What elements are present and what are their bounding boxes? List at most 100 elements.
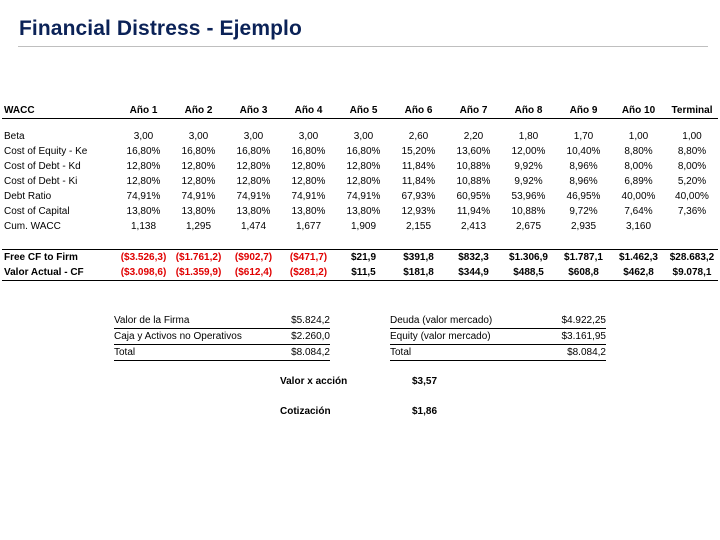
table-cell: $1.462,3 (611, 249, 666, 265)
table-cell: 8,80% (677, 146, 707, 157)
table-row: Cost of Equity - Ke 16,80% 16,80% 16,80% 16,… (2, 144, 718, 159)
summary-row: Total $8.084,2 (114, 344, 330, 361)
table-cell: 13,80% (291, 206, 326, 217)
table-cell: $462,8 (611, 265, 666, 281)
table-cell: 13,80% (346, 206, 381, 217)
firm-value-summary: Valor de la Firma $5.824,2 Caja y Activos … (114, 313, 330, 361)
table-cell: 12,80% (236, 161, 271, 172)
table-cell: 11,84% (401, 176, 436, 187)
row-label: Free CF to Firm (2, 249, 116, 265)
summary-label: Deuda (valor mercado) (390, 315, 493, 326)
table-cell: 12,80% (236, 176, 271, 187)
table-cell: 12,80% (346, 176, 381, 187)
valor-accion-label: Valor x acción (280, 376, 348, 387)
valor-accion-value: $3,57 (412, 376, 438, 387)
table-cell: 16,80% (346, 146, 381, 157)
table-cell: 12,80% (291, 161, 326, 172)
table-cell: ($3.526,3) (116, 249, 171, 265)
table-cell: 3,00 (243, 131, 264, 142)
table-cell: $488,5 (501, 265, 556, 281)
table-cell: 1,909 (350, 221, 377, 232)
table-cell: $608,8 (556, 265, 611, 281)
table-cell: 13,80% (126, 206, 161, 217)
table-cell: 1,677 (295, 221, 322, 232)
table-cell: 1,295 (185, 221, 212, 232)
column-header: Año 3 (226, 103, 281, 119)
table-cell: 74,91% (126, 191, 161, 202)
table-cell: ($1.761,2) (171, 249, 226, 265)
table-cell: 16,80% (291, 146, 326, 157)
table-cell: 2,60 (408, 131, 429, 142)
table-cell: $391,8 (391, 249, 446, 265)
table-cell: 2,155 (405, 221, 432, 232)
cotizacion-value: $1,86 (412, 406, 438, 417)
table-cell: 2,20 (463, 131, 484, 142)
table-cell: 13,60% (456, 146, 491, 157)
table-cell: 1,70 (573, 131, 594, 142)
summary-label: Total (114, 344, 280, 361)
table-cell: 9,72% (569, 206, 598, 217)
table-row: Cum. WACC 1,138 1,295 1,474 1,677 1,909 2,155 2… (2, 219, 718, 234)
summary-value: $2.260,0 (279, 328, 330, 345)
present-value-row: Valor Actual - CF ($3.098,6) ($1.359,9) ($6… (2, 265, 718, 281)
table-cell: 1,00 (682, 131, 702, 142)
row-label: Cost of Debt - Kd (4, 161, 81, 172)
column-header: Año 9 (556, 103, 611, 119)
table-cell: 12,80% (126, 176, 161, 187)
summary-value: $3.161,95 (540, 328, 606, 345)
table-cell: 1,138 (130, 221, 157, 232)
column-header: Año 1 (116, 103, 171, 119)
table-cell: ($1.359,9) (171, 265, 226, 281)
table-cell: $344,9 (446, 265, 501, 281)
table-cell: 7,36% (677, 206, 707, 217)
column-header: Año 8 (501, 103, 556, 119)
table-cell: 10,88% (456, 161, 491, 172)
column-header: Año 10 (611, 103, 666, 119)
table-cell: 1,474 (240, 221, 267, 232)
column-header: Terminal (666, 103, 718, 119)
summary-row: Deuda (valor mercado) $4.922,25 (390, 313, 606, 329)
table-cell: 3,00 (133, 131, 154, 142)
column-header: Año 2 (171, 103, 226, 119)
table-cell: 8,00% (677, 161, 707, 172)
table-cell: 40,00% (621, 191, 656, 202)
table-cell: 2,413 (460, 221, 487, 232)
table-cell: 53,96% (511, 191, 546, 202)
column-header: Año 7 (446, 103, 501, 119)
table-cell: 1,00 (628, 131, 649, 142)
table-cell: 8,80% (624, 146, 653, 157)
row-label: Cum. WACC (4, 221, 61, 232)
table-cell: 12,80% (346, 161, 381, 172)
spacer-row (2, 234, 718, 250)
table-cell: ($281,2) (281, 265, 336, 281)
table-cell: 13,80% (181, 206, 216, 217)
row-label: Cost of Capital (4, 206, 70, 217)
table-cell: 2,675 (515, 221, 542, 232)
summary-row: Caja y Activos no Operativos $2.260,0 (114, 328, 330, 345)
summary-value: $8.084,2 (279, 344, 330, 361)
table-cell: 12,80% (181, 161, 216, 172)
table-row: Cost of Debt - Ki 12,80% 12,80% 12,80% 12,80… (2, 174, 718, 189)
table-cell: $21,9 (336, 249, 391, 265)
table-cell: 46,95% (566, 191, 601, 202)
free-cash-flow-row: Free CF to Firm ($3.526,3) ($1.761,2) ($902… (2, 249, 718, 265)
table-cell: 12,00% (511, 146, 546, 157)
table-cell: 9,92% (514, 161, 543, 172)
table-cell: 16,80% (236, 146, 271, 157)
table-cell: 8,00% (624, 161, 653, 172)
table-cell: ($3.098,6) (116, 265, 171, 281)
row-label: Beta (4, 131, 25, 142)
table-cell: 6,89% (624, 176, 653, 187)
table-cell: 3,00 (353, 131, 374, 142)
summary-row: Total $8.084,2 (390, 344, 606, 361)
table-cell: 67,93% (401, 191, 436, 202)
table-cell: 12,80% (126, 161, 161, 172)
table-cell: 74,91% (236, 191, 271, 202)
summary-row: Valor de la Firma $5.824,2 (114, 313, 330, 329)
table-row: Cost of Capital 13,80% 13,80% 13,80% 13,80% 1… (2, 204, 718, 219)
summary-label: Total (390, 344, 541, 361)
summary-label: Valor de la Firma (114, 315, 190, 326)
cotizacion-label: Cotización (280, 406, 331, 417)
